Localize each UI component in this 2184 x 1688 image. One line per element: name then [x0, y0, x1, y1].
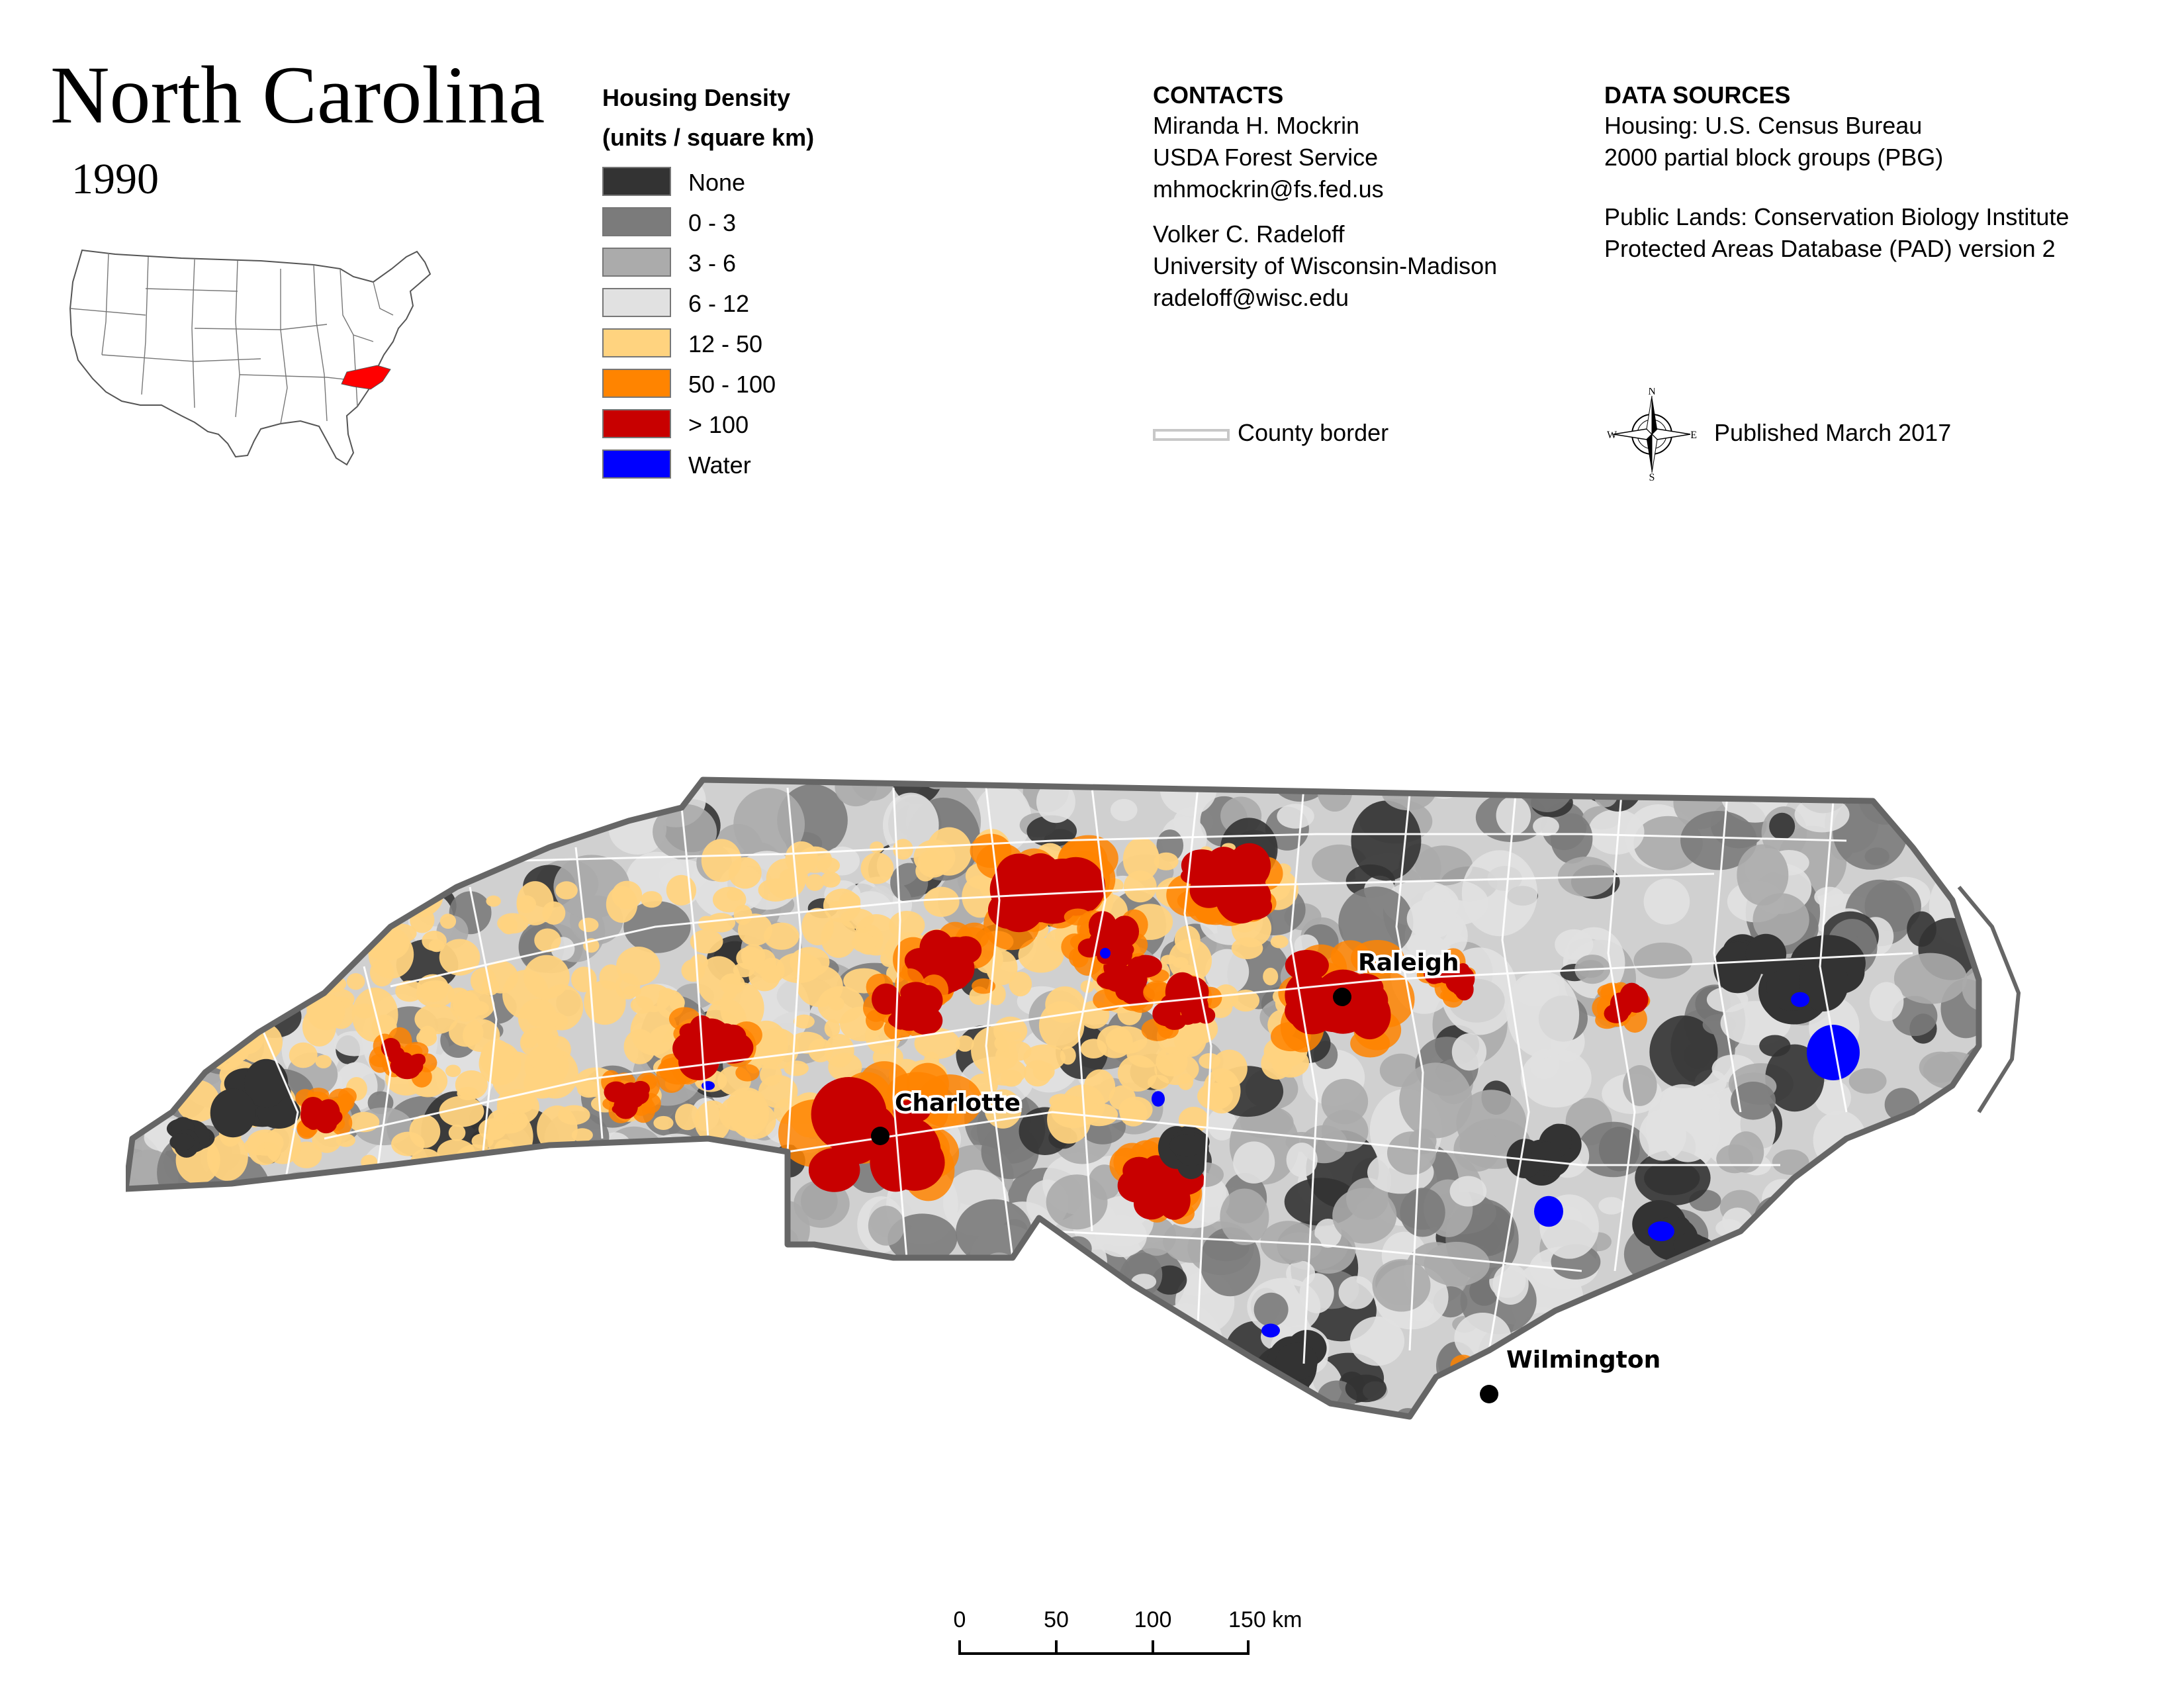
- compass-e: E: [1690, 430, 1697, 441]
- data-sources-block: DATA SOURCES Housing: U.S. Census Bureau…: [1604, 81, 2069, 265]
- legend-label: None: [688, 169, 746, 196]
- legend-swatch: [602, 248, 671, 277]
- legend-subtitle: (units / square km): [602, 124, 815, 151]
- contact-email: radeloff@wisc.edu: [1153, 284, 1349, 311]
- legend-label: 50 - 100: [688, 371, 776, 398]
- legend-label: Water: [688, 451, 751, 479]
- legend-item: 50 - 100: [602, 369, 999, 400]
- legend-label: 0 - 3: [688, 209, 737, 236]
- legend-item: 3 - 6: [602, 248, 999, 279]
- legend-title: Housing Density: [602, 84, 791, 111]
- city-label-charlotte: Charlotte: [895, 1090, 1021, 1117]
- legend-item: Water: [602, 449, 999, 481]
- density-patches: [126, 780, 1979, 1417]
- city-charlotte: Charlotte: [871, 1087, 1023, 1145]
- outer-banks: [1957, 886, 2021, 1113]
- city-raleigh: Raleigh: [1333, 947, 1462, 1006]
- map-title: North Carolina: [50, 50, 545, 140]
- legend-label: > 100: [688, 411, 749, 438]
- source-housing: Housing: U.S. Census Bureau: [1604, 112, 1923, 139]
- contacts-heading: CONTACTS: [1153, 81, 1284, 109]
- legend-swatch: [602, 369, 671, 398]
- city-label-raleigh: Raleigh: [1358, 949, 1459, 976]
- us-inset-map: [69, 249, 432, 466]
- north-carolina-housing-map: Raleigh Charlotte Wilmington: [126, 776, 2021, 1420]
- legend-item: > 100: [602, 409, 999, 441]
- contact-name: Volker C. Radeloff: [1153, 220, 1345, 248]
- source-public-lands: Public Lands: Conservation Biology Insti…: [1604, 203, 2070, 230]
- contact-org: University of Wisconsin-Madison: [1153, 252, 1498, 279]
- legend-item: 6 - 12: [602, 288, 999, 320]
- us-outline: [69, 249, 432, 466]
- scale-tick-150: 150 km: [1228, 1607, 1302, 1632]
- legend-label: 3 - 6: [688, 250, 737, 277]
- county-border-label: County border: [1238, 419, 1389, 446]
- contacts-block: CONTACTS Miranda H. Mockrin USDA Forest …: [1153, 81, 1497, 314]
- state-outline: [126, 776, 1982, 1420]
- sources-heading: DATA SOURCES: [1604, 81, 1791, 109]
- legend-item: 0 - 3: [602, 207, 999, 239]
- county-border-key: County border: [1153, 416, 1550, 453]
- legend-swatch: [602, 328, 671, 357]
- scale-tick-50: 50: [1044, 1607, 1069, 1632]
- housing-density-legend: Housing Density (units / square km) None…: [602, 78, 999, 479]
- compass-rose-icon: N S E W: [1607, 388, 1697, 481]
- legend-swatch: [602, 207, 671, 236]
- compass-w: W: [1607, 430, 1617, 441]
- contact-org: USDA Forest Service: [1153, 144, 1379, 171]
- contact-name: Miranda H. Mockrin: [1153, 112, 1360, 139]
- city-label-wilmington: Wilmington: [1506, 1346, 1661, 1374]
- legend-label: 6 - 12: [688, 290, 750, 317]
- source-housing-detail: 2000 partial block groups (PBG): [1604, 144, 1944, 171]
- published-date: Published March 2017: [1714, 419, 1952, 446]
- legend-label: 12 - 50: [688, 330, 763, 357]
- scale-tick-0: 0: [954, 1607, 966, 1632]
- source-public-lands-detail: Protected Areas Database (PAD) version 2: [1604, 235, 2056, 262]
- legend-swatch: [602, 409, 671, 438]
- legend-item: 12 - 50: [602, 328, 999, 360]
- scale-tick-100: 100: [1134, 1607, 1172, 1632]
- map-year: 1990: [71, 155, 159, 203]
- legend-swatch: [602, 449, 671, 479]
- county-lines: [257, 787, 1913, 1364]
- county-border-swatch: [1153, 429, 1230, 441]
- compass-n: N: [1648, 388, 1656, 397]
- legend-swatch: [602, 288, 671, 317]
- legend-swatch: [602, 167, 671, 196]
- north-carolina-highlight: [341, 365, 391, 390]
- legend-items: None 0 - 3 3 - 6 6 - 12 12 - 50 50 - 100 > 100…: [602, 167, 999, 479]
- city-wilmington: Wilmington: [1480, 1344, 1663, 1403]
- scale-bar: 0 50 100 150 km: [954, 1607, 1302, 1655]
- legend-item: None: [602, 167, 999, 199]
- compass-s: S: [1649, 472, 1655, 481]
- contact-email: mhmockrin@fs.fed.us: [1153, 175, 1384, 203]
